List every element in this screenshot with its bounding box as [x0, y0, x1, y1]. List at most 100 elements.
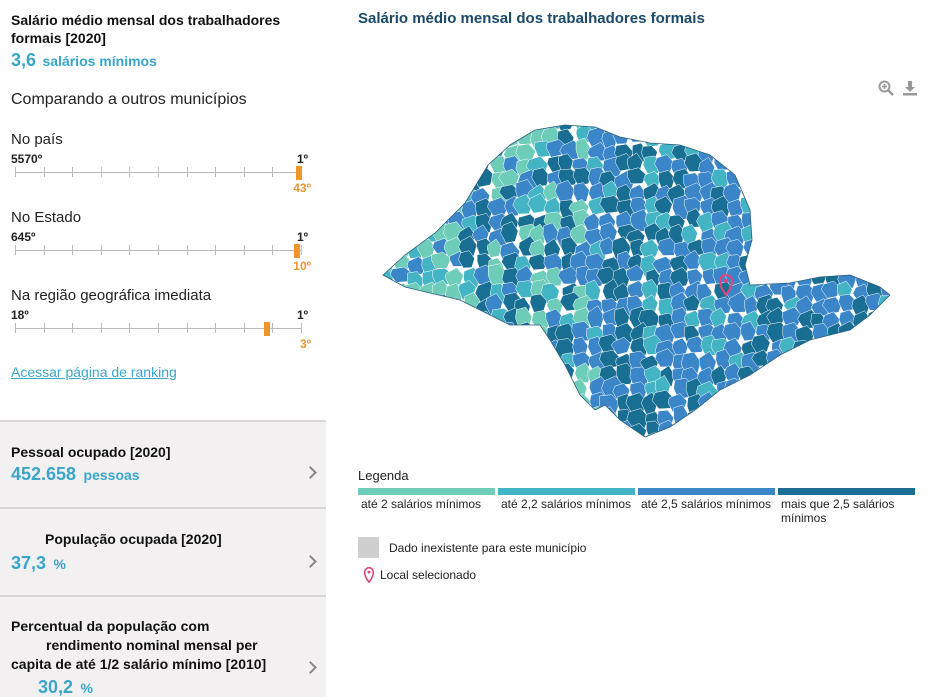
- municipality[interactable]: [769, 143, 790, 166]
- municipality[interactable]: [828, 210, 845, 230]
- card-rendimento[interactable]: Percentual da população com rendimento n…: [0, 595, 326, 697]
- municipality[interactable]: [881, 128, 900, 155]
- municipality[interactable]: [838, 407, 856, 425]
- municipality[interactable]: [431, 335, 450, 353]
- sao-paulo-municipalities-map[interactable]: [350, 115, 900, 445]
- municipality[interactable]: [795, 170, 817, 190]
- municipality[interactable]: [737, 396, 755, 417]
- municipality[interactable]: [377, 417, 397, 441]
- municipality[interactable]: [461, 363, 481, 384]
- municipality[interactable]: [713, 124, 731, 148]
- municipality[interactable]: [458, 128, 478, 149]
- card-populacao-ocupada[interactable]: População ocupada [2020] 37,3 %: [0, 507, 326, 596]
- municipality[interactable]: [486, 238, 502, 258]
- municipality[interactable]: [417, 310, 438, 332]
- municipality[interactable]: [446, 170, 463, 193]
- municipality[interactable]: [575, 422, 593, 443]
- municipality[interactable]: [883, 336, 900, 355]
- municipality[interactable]: [880, 363, 900, 387]
- municipality[interactable]: [894, 266, 900, 285]
- municipality[interactable]: [781, 115, 801, 133]
- municipality[interactable]: [892, 377, 900, 400]
- municipality[interactable]: [795, 411, 813, 431]
- municipality[interactable]: [838, 157, 856, 180]
- municipality[interactable]: [556, 378, 575, 401]
- municipality[interactable]: [403, 434, 427, 445]
- municipality[interactable]: [421, 115, 438, 135]
- municipality[interactable]: [795, 253, 815, 274]
- municipality[interactable]: [849, 242, 872, 261]
- municipality[interactable]: [487, 376, 507, 399]
- municipality[interactable]: [880, 235, 900, 261]
- municipality[interactable]: [838, 127, 860, 151]
- municipality[interactable]: [575, 137, 591, 161]
- municipality[interactable]: [852, 197, 873, 220]
- municipality[interactable]: [473, 167, 495, 188]
- municipality[interactable]: [892, 199, 900, 218]
- municipality[interactable]: [557, 408, 580, 429]
- municipality[interactable]: [806, 166, 828, 185]
- municipality[interactable]: [556, 115, 575, 132]
- municipality[interactable]: [769, 241, 791, 260]
- municipality[interactable]: [572, 167, 592, 187]
- municipality[interactable]: [443, 334, 465, 357]
- municipality[interactable]: [797, 223, 815, 246]
- municipality[interactable]: [864, 404, 882, 428]
- municipality[interactable]: [361, 115, 382, 132]
- municipality[interactable]: [350, 405, 364, 424]
- municipality[interactable]: [389, 323, 410, 344]
- municipality[interactable]: [350, 242, 368, 263]
- municipality[interactable]: [626, 280, 646, 300]
- municipality[interactable]: [642, 432, 664, 445]
- municipality[interactable]: [470, 336, 491, 361]
- municipality[interactable]: [404, 184, 420, 203]
- municipality[interactable]: [429, 309, 446, 329]
- municipality[interactable]: [514, 418, 534, 437]
- municipality[interactable]: [360, 236, 380, 260]
- municipality[interactable]: [380, 197, 398, 220]
- municipality[interactable]: [841, 392, 860, 414]
- municipality[interactable]: [682, 422, 704, 442]
- municipality[interactable]: [865, 435, 882, 445]
- municipality[interactable]: [825, 225, 848, 249]
- municipality[interactable]: [668, 423, 687, 445]
- municipality[interactable]: [389, 129, 408, 149]
- municipality[interactable]: [350, 125, 364, 145]
- municipality[interactable]: [876, 142, 894, 163]
- municipality[interactable]: [657, 237, 678, 256]
- municipality[interactable]: [785, 238, 804, 257]
- municipality[interactable]: [626, 408, 650, 432]
- municipality[interactable]: [500, 221, 519, 244]
- municipality[interactable]: [822, 296, 843, 314]
- municipality[interactable]: [434, 171, 454, 194]
- municipality[interactable]: [376, 396, 392, 414]
- municipality[interactable]: [798, 381, 818, 405]
- municipality[interactable]: [380, 340, 399, 358]
- municipality[interactable]: [428, 130, 448, 153]
- municipality[interactable]: [862, 185, 881, 205]
- municipality[interactable]: [639, 238, 660, 259]
- municipality[interactable]: [822, 168, 839, 188]
- municipality[interactable]: [795, 115, 814, 132]
- municipality[interactable]: [837, 115, 857, 134]
- municipality[interactable]: [415, 198, 437, 219]
- municipality[interactable]: [489, 411, 511, 432]
- municipality[interactable]: [752, 125, 770, 144]
- municipality[interactable]: [512, 193, 533, 215]
- municipality[interactable]: [880, 250, 897, 271]
- municipality[interactable]: [448, 369, 468, 390]
- municipality[interactable]: [827, 353, 845, 375]
- municipality[interactable]: [518, 363, 535, 382]
- municipality[interactable]: [361, 127, 378, 143]
- selected-location-pin-icon[interactable]: [718, 274, 734, 297]
- municipality[interactable]: [488, 129, 507, 148]
- municipality[interactable]: [809, 252, 832, 275]
- municipality[interactable]: [447, 181, 466, 204]
- municipality[interactable]: [824, 424, 846, 445]
- municipality[interactable]: [849, 227, 868, 252]
- municipality[interactable]: [812, 180, 830, 202]
- municipality[interactable]: [574, 407, 591, 426]
- municipality[interactable]: [865, 129, 885, 150]
- municipality[interactable]: [446, 153, 467, 176]
- municipality[interactable]: [742, 407, 761, 425]
